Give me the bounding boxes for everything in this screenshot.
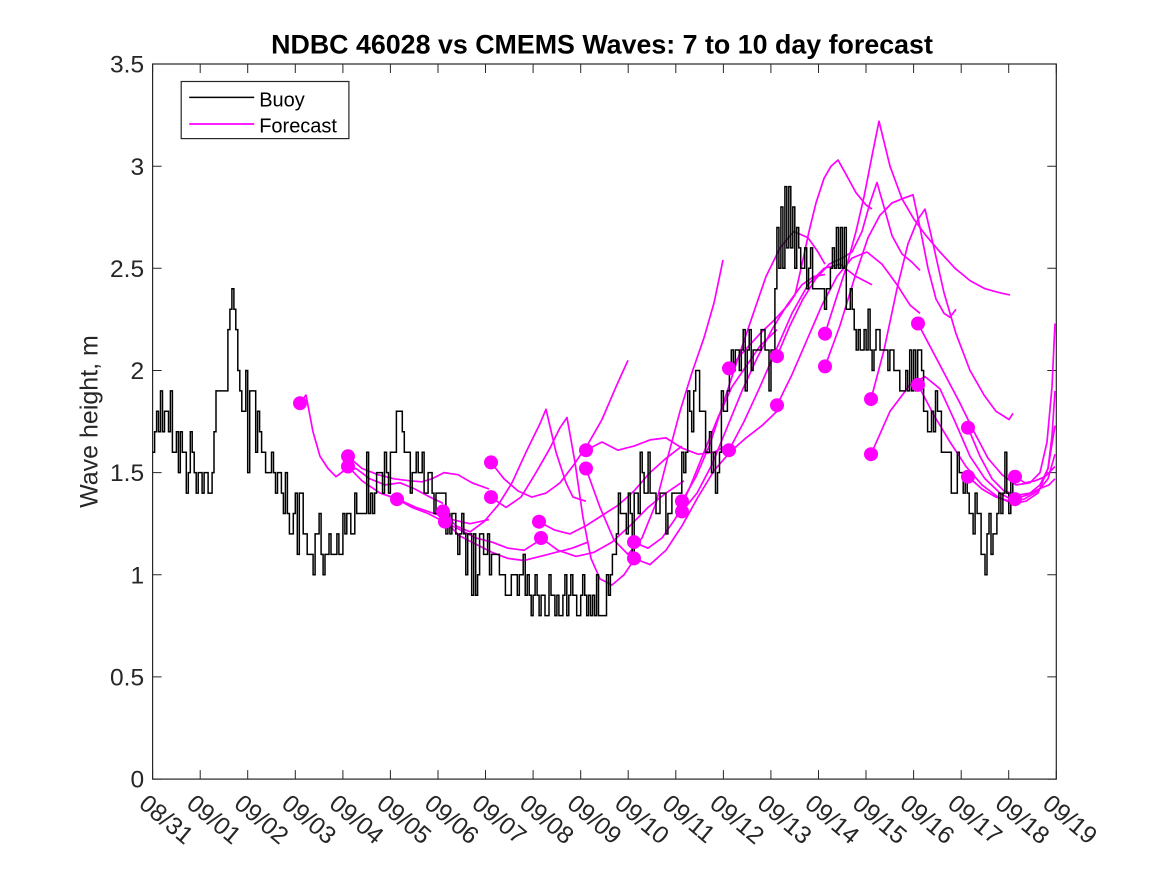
svg-text:Buoy: Buoy xyxy=(259,89,305,111)
svg-text:3: 3 xyxy=(130,154,144,181)
svg-text:1.5: 1.5 xyxy=(110,460,144,487)
svg-text:NDBC 46028 vs CMEMS Waves: 7 t: NDBC 46028 vs CMEMS Waves: 7 to 10 day f… xyxy=(271,30,933,60)
svg-text:3.5: 3.5 xyxy=(110,52,144,79)
svg-text:2: 2 xyxy=(130,358,144,385)
svg-text:0.5: 0.5 xyxy=(110,665,144,692)
svg-text:2.5: 2.5 xyxy=(110,256,144,283)
svg-text:Wave height, m: Wave height, m xyxy=(76,335,104,508)
svg-text:Forecast: Forecast xyxy=(259,116,337,138)
svg-text:0: 0 xyxy=(130,767,144,794)
svg-text:1: 1 xyxy=(130,562,144,589)
